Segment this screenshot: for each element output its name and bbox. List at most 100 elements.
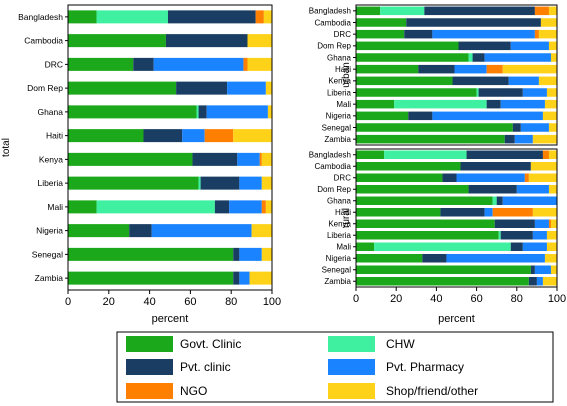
axis-title-rural: rural (341, 208, 352, 228)
bar-pvt-clinic-senegal (233, 247, 240, 261)
legend-swatch-pvt-clinic (126, 359, 173, 375)
bar-shop-friend-other-kenya (261, 152, 272, 166)
axis-title-urban: urban (341, 62, 352, 88)
panel-urban: Bangladesh Cambodia DRC Dom Rep Ghana Haiti Ke… (309, 4, 558, 146)
category-label: Zambia (35, 273, 64, 283)
bar-shop-friend-other-nigeria (544, 254, 557, 263)
bar-pvt-pharmacy-liberia (239, 176, 262, 190)
bar-pvt-pharmacy-nigeria (446, 254, 545, 263)
bar-shop-friend-other-liberia (261, 176, 272, 190)
bar-govt-clinic-senegal (356, 265, 531, 274)
bar-chw-bangladesh (384, 150, 467, 159)
bar-pvt-pharmacy-drc (153, 57, 244, 71)
bar-pvt-clinic-nigeria (422, 254, 447, 263)
category-label: Nigeria (326, 112, 352, 121)
bar-chw-mali (374, 242, 511, 251)
bar-shop-friend-other-liberia (546, 88, 557, 97)
bar-pvt-pharmacy-dom-rep (510, 41, 549, 51)
x-axis-title: percent (152, 313, 189, 325)
bar-shop-friend-other-dom-rep (548, 41, 557, 51)
bar-govt-clinic-nigeria (356, 254, 423, 263)
bar-shop-friend-other-nigeria (542, 111, 557, 121)
bar-pvt-pharmacy-zambia (239, 271, 250, 285)
bar-pvt-pharmacy-drc (456, 173, 525, 182)
category-label: Mali (336, 100, 351, 109)
bar-ngo-drc (524, 173, 529, 182)
bar-shop-friend-other-liberia (546, 231, 557, 240)
bar-chw-bangladesh (380, 6, 425, 16)
category-label: Liberia (37, 178, 63, 188)
category-label: Nigeria (326, 254, 352, 263)
bar-shop-friend-other-haiti (233, 129, 272, 143)
bar-pvt-clinic-liberia (478, 88, 523, 97)
bar-pvt-clinic-cambodia (406, 18, 541, 27)
bar-shop-friend-other-ghana (550, 53, 557, 62)
bar-pvt-clinic-liberia (500, 231, 533, 240)
bar-pvt-pharmacy-senegal (239, 247, 262, 261)
bar-pvt-clinic-drc (404, 29, 433, 39)
bar-pvt-pharmacy-haiti (484, 208, 493, 217)
bar-shop-friend-other-zambia (542, 277, 557, 286)
bar-ngo-haiti (492, 208, 533, 217)
bar-pvt-clinic-haiti (143, 129, 183, 143)
bar-chw-liberia (498, 231, 501, 240)
category-label: Haiti (46, 131, 63, 141)
bar-govt-clinic-liberia (356, 88, 477, 97)
plot-border (355, 148, 558, 288)
bar-shop-friend-other-bangladesh (263, 10, 272, 24)
bar-pvt-pharmacy-ghana (206, 105, 268, 119)
bar-pvt-pharmacy-mali (500, 99, 545, 109)
category-label: Bangladesh (309, 7, 351, 16)
bar-ngo-bangladesh (255, 10, 264, 24)
bar-pvt-pharmacy-senegal (520, 123, 549, 132)
bar-ngo-drc (243, 57, 248, 71)
bar-pvt-clinic-ghana (496, 196, 503, 205)
x-tick-label: 60 (184, 296, 196, 308)
x-tick-label: 40 (430, 293, 442, 305)
bar-pvt-clinic-liberia (200, 176, 240, 190)
bar-govt-clinic-senegal (68, 247, 234, 261)
bar-pvt-clinic-bangladesh (167, 10, 256, 24)
plot-frame (355, 148, 558, 288)
bar-ngo-drc (534, 29, 539, 39)
bar-pvt-pharmacy-drc (432, 29, 535, 39)
bar-govt-clinic-cambodia (356, 162, 461, 171)
bar-chw-liberia (198, 176, 201, 190)
category-label: DRC (45, 59, 63, 69)
legend-label-pvt-pharmacy: Pvt. Pharmacy (386, 360, 464, 374)
bar-chw-liberia (476, 88, 479, 97)
legend-swatch-govt-clinic (126, 336, 173, 352)
x-tick-label: 20 (103, 296, 115, 308)
bar-pvt-clinic-dom-rep (458, 41, 511, 51)
bar-pvt-clinic-zambia (504, 134, 515, 144)
bar-shop-friend-other-senegal (261, 247, 272, 261)
bar-shop-friend-other-nigeria (251, 224, 272, 238)
bar-ngo-bangladesh (534, 6, 549, 16)
bar-shop-friend-other-cambodia (530, 162, 557, 171)
bar-pvt-clinic-haiti (418, 64, 455, 74)
bar-shop-friend-other-zambia (532, 134, 557, 144)
category-label: Senegal (32, 249, 63, 259)
bar-pvt-clinic-dom-rep (468, 185, 517, 194)
bar-shop-friend-other-haiti (502, 64, 557, 74)
legend-label-govt-clinic: Govt. Clinic (180, 337, 241, 351)
bar-shop-friend-other-dom-rep (265, 81, 272, 95)
category-label: Mali (336, 243, 351, 252)
x-tick-label: 100 (263, 296, 281, 308)
legend-swatch-pvt-pharmacy (328, 359, 375, 375)
bar-govt-clinic-mali (356, 242, 375, 251)
bar-govt-clinic-bangladesh (356, 150, 385, 159)
category-label: Senegal (322, 266, 352, 275)
category-label: Zambia (324, 277, 351, 286)
bar-pvt-pharmacy-nigeria (432, 111, 543, 121)
bar-pvt-pharmacy-zambia (536, 277, 543, 286)
bar-govt-clinic-bangladesh (356, 6, 381, 16)
bar-govt-clinic-mali (68, 200, 97, 214)
category-label: DRC (334, 30, 352, 39)
x-tick-label: 0 (65, 296, 71, 308)
bar-govt-clinic-haiti (356, 208, 441, 217)
bar-chw-ghana (492, 196, 497, 205)
bar-govt-clinic-zambia (356, 134, 505, 144)
bar-pvt-pharmacy-liberia (532, 231, 547, 240)
bar-govt-clinic-ghana (68, 105, 197, 119)
